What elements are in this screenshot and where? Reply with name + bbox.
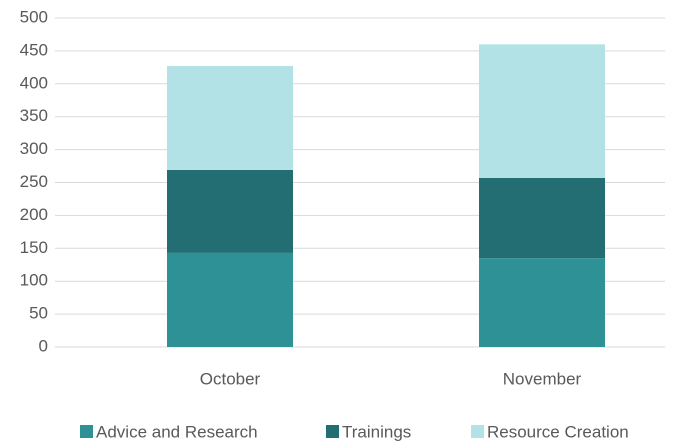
bar (479, 44, 605, 178)
bar (167, 252, 293, 347)
x-tick-label: November (503, 369, 582, 388)
y-tick-label: 100 (20, 271, 48, 290)
bar (479, 258, 605, 347)
x-tick-label: October (200, 369, 261, 388)
y-tick-label: 450 (20, 40, 48, 59)
bar (167, 169, 293, 253)
y-tick-label: 150 (20, 238, 48, 257)
legend-swatch (471, 425, 484, 438)
legend-label: Resource Creation (487, 422, 629, 441)
y-tick-label: 400 (20, 73, 48, 92)
y-tick-label: 200 (20, 205, 48, 224)
y-tick-label: 300 (20, 139, 48, 158)
legend-swatch (326, 425, 339, 438)
y-tick-label: 0 (39, 336, 48, 355)
y-tick-label: 350 (20, 106, 48, 125)
bar (479, 177, 605, 259)
y-tick-label: 50 (29, 304, 48, 323)
legend-label: Advice and Research (96, 422, 258, 441)
bar (167, 66, 293, 170)
legend-label: Trainings (342, 422, 411, 441)
legend-swatch (80, 425, 93, 438)
y-tick-label: 500 (20, 7, 48, 26)
y-tick-label: 250 (20, 172, 48, 191)
